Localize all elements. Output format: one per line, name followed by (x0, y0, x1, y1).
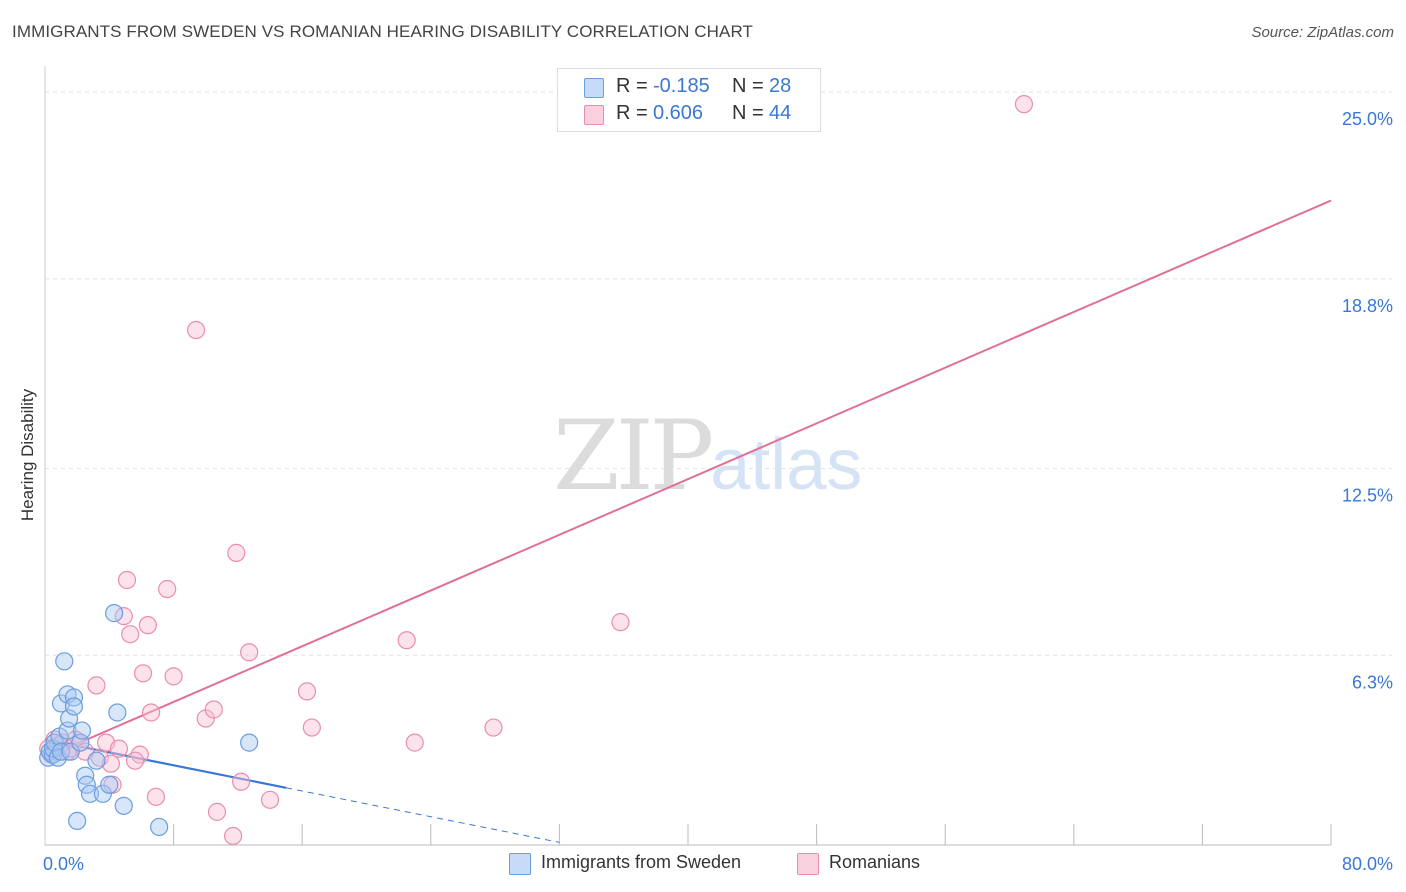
point-romania-18 (121, 625, 140, 644)
legend-item-sweden: Immigrants from Sweden (509, 852, 789, 876)
point-sweden-27 (114, 796, 133, 815)
point-romania-19 (130, 745, 149, 764)
point-romania-11 (90, 748, 109, 767)
stats-swatch-sweden (584, 78, 604, 98)
x-tick-label-max: 80.0% (1342, 854, 1393, 874)
stats-swatch-romania (584, 105, 604, 125)
point-romania-21 (133, 664, 153, 683)
point-romania-34 (240, 643, 259, 662)
point-romania-31 (223, 826, 243, 846)
point-romania-42 (1014, 95, 1034, 114)
point-romania-41 (611, 613, 630, 632)
point-romania-38 (397, 631, 416, 650)
point-romania-30 (207, 802, 227, 821)
stats-n-value-romania: 44 (769, 102, 792, 124)
legend-swatch-sweden (509, 853, 531, 875)
point-sweden-9 (55, 652, 74, 671)
legend-item-romania: Romanians (797, 852, 997, 876)
stats-box: R = -0.185 N = 28 R = 0.606 N = 44 (557, 68, 821, 132)
stats-r-value-sweden: -0.185 (653, 75, 710, 97)
point-romania-29 (204, 700, 223, 719)
chart-title: IMMIGRANTS FROM SWEDEN VS ROMANIAN HEARI… (12, 22, 754, 41)
point-sweden-26 (108, 703, 127, 722)
legend-swatch-romania (797, 853, 819, 875)
chart-source: Source: ZipAtlas.com (1251, 24, 1394, 41)
legend-label-romania: Romanians (829, 852, 921, 872)
point-romania-17 (117, 570, 137, 590)
point-sweden-14 (64, 697, 84, 716)
point-romania-35 (260, 790, 280, 809)
point-romania-15 (109, 739, 129, 758)
point-romania-22 (138, 616, 157, 635)
point-sweden-15 (61, 742, 80, 761)
point-sweden-12 (60, 709, 79, 728)
point-sweden-4 (45, 733, 64, 752)
point-romania-37 (302, 718, 321, 737)
point-sweden-19 (76, 766, 95, 785)
stats-n-value-sweden: 28 (769, 75, 792, 97)
point-romania-27 (187, 320, 206, 340)
stats-n-label-sweden: N = (732, 75, 764, 97)
trendline-sweden (44, 738, 287, 789)
legend-label-sweden: Immigrants from Sweden (541, 852, 742, 872)
point-sweden-18 (72, 721, 92, 740)
point-romania-26 (164, 667, 183, 686)
point-romania-25 (158, 579, 177, 599)
point-romania-10 (87, 676, 106, 695)
point-romania-36 (297, 682, 317, 701)
stats-n-label-romania: N = (732, 102, 764, 124)
point-romania-33 (232, 772, 251, 791)
point-romania-32 (227, 543, 246, 562)
point-sweden-25 (105, 604, 124, 623)
point-romania-20 (125, 751, 145, 770)
point-sweden-28 (150, 817, 169, 837)
trendline-romania (44, 199, 1332, 759)
point-romania-24 (146, 787, 166, 806)
y-tick-label-3: 25.0% (1342, 109, 1393, 129)
y-tick-label-2: 18.8% (1342, 296, 1393, 316)
point-romania-13 (101, 754, 121, 773)
point-sweden-7 (51, 742, 71, 761)
point-sweden-22 (87, 751, 106, 770)
point-sweden-16 (68, 811, 87, 831)
point-sweden-23 (93, 784, 112, 803)
trendline-sweden-extension (286, 787, 560, 843)
point-romania-23 (141, 703, 161, 722)
stats-r-label-romania: R = (616, 102, 648, 124)
y-axis-label: Hearing Disability (18, 388, 37, 522)
point-sweden-29 (240, 733, 259, 752)
point-romania-40 (484, 718, 503, 737)
point-sweden-24 (100, 775, 119, 794)
point-romania-39 (405, 733, 424, 752)
y-tick-label-1: 12.5% (1342, 486, 1393, 506)
x-tick-label-min: 0.0% (43, 854, 84, 874)
y-tick-label-0: 6.3% (1352, 672, 1393, 692)
stats-r-value-romania: 0.606 (653, 102, 704, 124)
point-sweden-21 (80, 784, 100, 803)
stats-r-label-sweden: R = (616, 75, 648, 97)
